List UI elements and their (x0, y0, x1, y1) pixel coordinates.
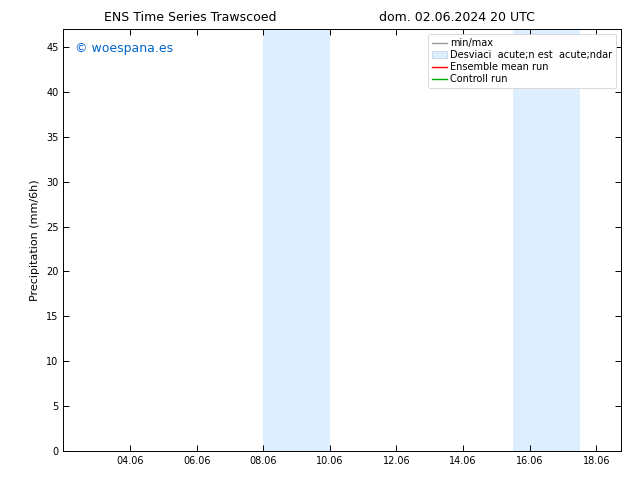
Text: © woespana.es: © woespana.es (75, 42, 172, 55)
Bar (513, 29, 579, 451)
Y-axis label: Precipitation (mm/6h): Precipitation (mm/6h) (30, 179, 41, 301)
Legend: min/max, Desviaci  acute;n est  acute;ndar, Ensemble mean run, Controll run: min/max, Desviaci acute;n est acute;ndar… (428, 34, 616, 88)
Text: ENS Time Series Trawscoed: ENS Time Series Trawscoed (104, 11, 276, 24)
Bar (263, 29, 330, 451)
Text: dom. 02.06.2024 20 UTC: dom. 02.06.2024 20 UTC (378, 11, 534, 24)
